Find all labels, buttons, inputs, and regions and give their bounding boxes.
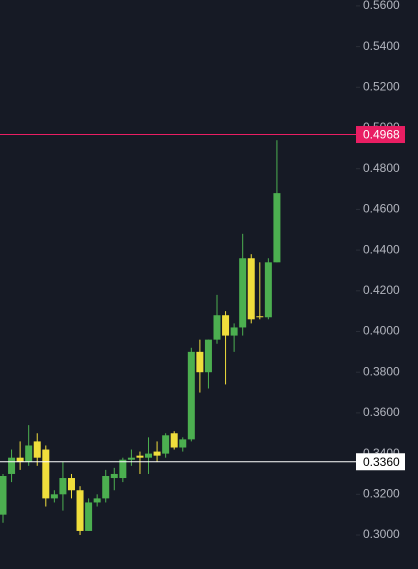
price-tag-label: 0.4968 xyxy=(363,128,400,142)
candle-body xyxy=(170,433,178,448)
candle-body xyxy=(16,457,24,462)
y-tick-label: 0.3800 xyxy=(363,364,400,378)
candle-body xyxy=(145,453,153,458)
y-tick-label: 0.4800 xyxy=(363,161,400,175)
candle-body xyxy=(67,478,75,491)
candle-body xyxy=(110,473,118,479)
candle-body xyxy=(127,457,135,460)
y-tick-label: 0.5600 xyxy=(363,0,400,12)
price-tag xyxy=(356,453,405,471)
candle-body xyxy=(187,351,195,440)
y-tick-label: 0.5200 xyxy=(363,79,400,93)
candle-body xyxy=(25,445,33,462)
candle-body xyxy=(119,459,127,479)
candle-body xyxy=(230,327,238,336)
y-tick-label: 0.4000 xyxy=(363,324,400,338)
candle-body xyxy=(239,258,247,328)
candle-body xyxy=(179,439,187,448)
candle-body xyxy=(273,193,281,263)
candle-body xyxy=(222,315,230,336)
candle-body xyxy=(102,475,110,499)
candle-body xyxy=(0,475,7,515)
y-tick-label: 0.3600 xyxy=(363,405,400,419)
candle-body xyxy=(204,339,212,373)
candle-body xyxy=(33,441,41,458)
price-tag xyxy=(356,126,405,144)
y-tick-label: 0.4400 xyxy=(363,242,400,256)
candle-body xyxy=(162,435,170,454)
candle-body xyxy=(256,316,264,318)
candle-body xyxy=(85,502,93,531)
candle-body xyxy=(42,449,50,499)
y-tick-label: 0.4200 xyxy=(363,283,400,297)
candle-body xyxy=(196,351,204,373)
candle-body xyxy=(213,315,221,340)
candle-body xyxy=(8,457,16,474)
y-tick-label: 0.4600 xyxy=(363,202,400,216)
y-tick-label: 0.5400 xyxy=(363,39,400,53)
candle-body xyxy=(136,455,144,458)
candle-body xyxy=(76,490,84,531)
y-tick-label: 0.3200 xyxy=(363,486,400,500)
candle-body xyxy=(264,262,272,318)
y-tick-label: 0.3000 xyxy=(363,527,400,541)
candle-body xyxy=(153,451,161,456)
price-tag-label: 0.3360 xyxy=(363,455,400,469)
candle-body xyxy=(93,498,101,503)
candle-body xyxy=(59,478,67,495)
candle-body xyxy=(50,494,58,499)
candle-body xyxy=(247,258,255,320)
